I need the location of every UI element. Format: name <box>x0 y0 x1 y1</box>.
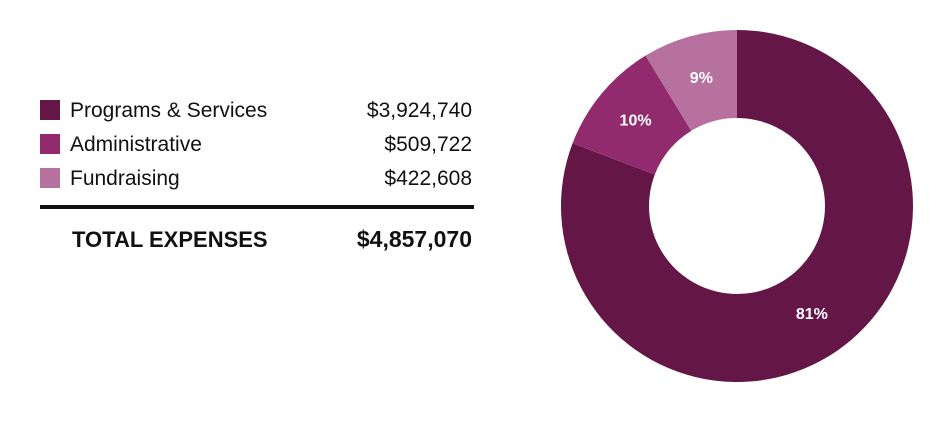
donut-label-programs: 81% <box>796 306 828 323</box>
donut-slice-programs <box>561 30 913 382</box>
legend-label-programs: Programs & Services <box>70 99 268 122</box>
legend-value-fundraising: $422,608 <box>384 167 472 190</box>
legend-row-administrative: Administrative $509,722 <box>40 130 474 164</box>
donut-slice-fundraising <box>645 30 737 131</box>
legend-swatch-administrative <box>40 134 60 154</box>
donut-slice-administrative <box>572 55 692 175</box>
total-expenses-value: $4,857,070 <box>356 226 472 252</box>
legend-swatch-fundraising <box>40 168 60 188</box>
legend-label-fundraising: Fundraising <box>70 167 180 190</box>
legend-swatch-programs <box>40 100 60 120</box>
donut-label-administrative: 10% <box>620 113 652 130</box>
total-divider <box>40 205 474 209</box>
legend-row-fundraising: Fundraising $422,608 <box>40 164 474 198</box>
legend-row-programs: Programs & Services $3,924,740 <box>40 96 474 130</box>
legend-value-administrative: $509,722 <box>384 133 472 156</box>
legend-value-programs: $3,924,740 <box>366 99 472 122</box>
expense-legend: Programs & Services $3,924,740 Administr… <box>40 96 474 198</box>
total-expenses-label: TOTAL EXPENSES <box>72 227 268 252</box>
donut-label-fundraising: 9% <box>690 70 713 87</box>
legend-label-administrative: Administrative <box>70 133 202 156</box>
